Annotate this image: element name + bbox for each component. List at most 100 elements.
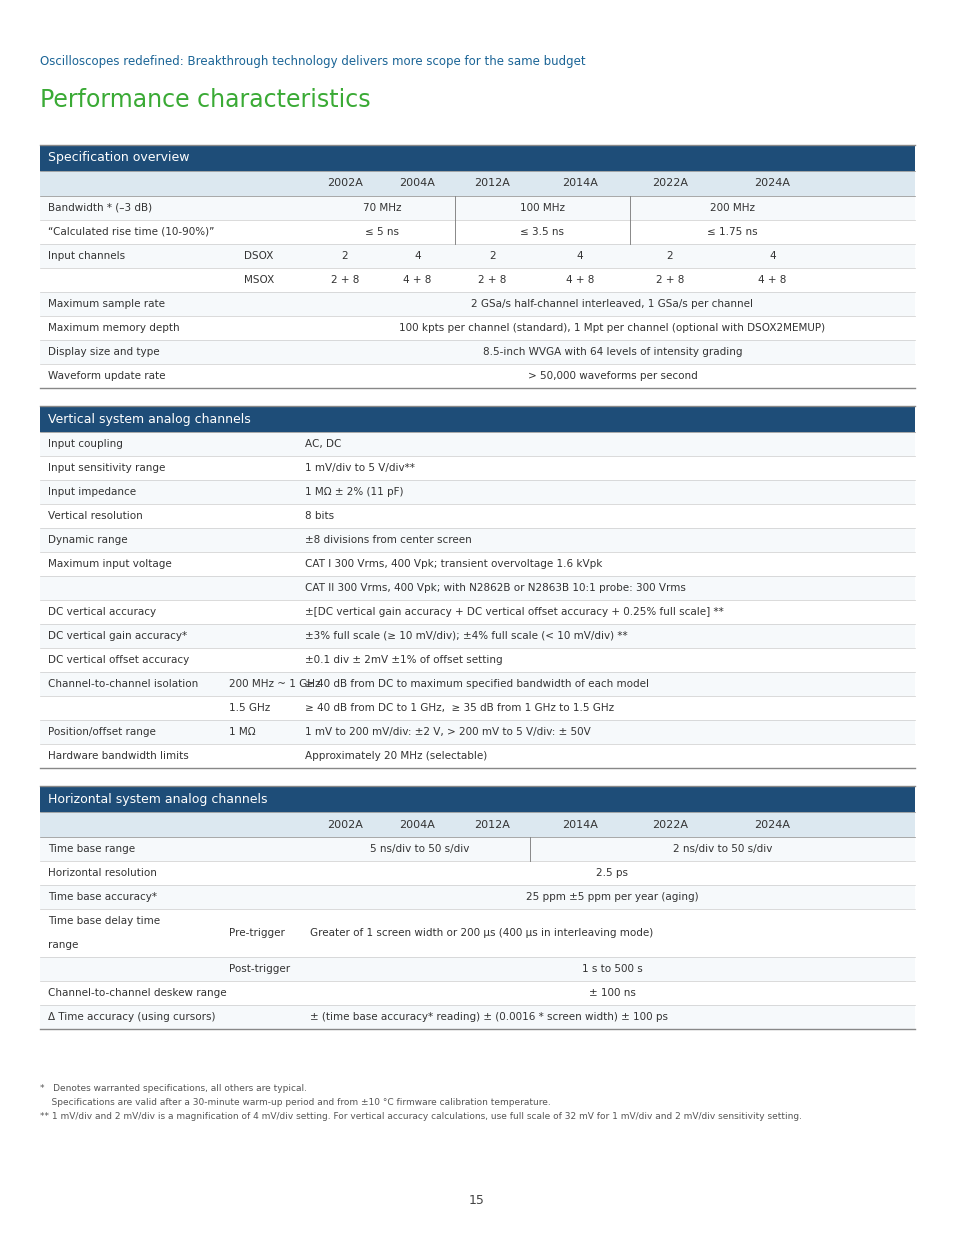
Text: AC, DC: AC, DC — [305, 438, 341, 450]
Text: DSOX: DSOX — [244, 251, 274, 261]
Text: 200 MHz ~ 1 GHz: 200 MHz ~ 1 GHz — [229, 679, 320, 689]
Text: ± 100 ns: ± 100 ns — [588, 988, 636, 998]
Text: ±0.1 div ± 2mV ±1% of offset setting: ±0.1 div ± 2mV ±1% of offset setting — [305, 655, 502, 664]
Text: 1.5 GHz: 1.5 GHz — [229, 703, 270, 713]
Text: 2022A: 2022A — [651, 179, 687, 189]
Text: 200 MHz: 200 MHz — [709, 203, 754, 212]
Text: 2.5 ps: 2.5 ps — [596, 868, 628, 878]
Text: DC vertical gain accuracy*: DC vertical gain accuracy* — [48, 631, 187, 641]
Text: Pre-trigger: Pre-trigger — [229, 927, 285, 939]
Bar — [40, 743, 914, 768]
Text: Input sensitivity range: Input sensitivity range — [48, 463, 165, 473]
Text: ± (time base accuracy* reading) ± (0.0016 * screen width) ± 100 ps: ± (time base accuracy* reading) ± (0.001… — [310, 1011, 667, 1023]
Text: ** 1 mV/div and 2 mV/div is a magnification of 4 mV/div setting. For vertical ac: ** 1 mV/div and 2 mV/div is a magnificat… — [40, 1112, 801, 1121]
Bar — [40, 220, 914, 245]
Text: 100 kpts per channel (standard), 1 Mpt per channel (optional with DSOX2MEMUP): 100 kpts per channel (standard), 1 Mpt p… — [399, 324, 824, 333]
Text: > 50,000 waveforms per second: > 50,000 waveforms per second — [527, 370, 697, 382]
Text: CAT I 300 Vrms, 400 Vpk; transient overvoltage 1.6 kVpk: CAT I 300 Vrms, 400 Vpk; transient overv… — [305, 559, 601, 569]
Text: range: range — [48, 940, 78, 950]
Bar — [40, 957, 914, 981]
Bar — [40, 170, 914, 196]
Bar — [40, 1005, 914, 1029]
Text: 4: 4 — [414, 251, 420, 261]
Text: Post-trigger: Post-trigger — [229, 965, 290, 974]
Bar — [40, 885, 914, 909]
Text: Approximately 20 MHz (selectable): Approximately 20 MHz (selectable) — [305, 751, 487, 761]
Text: 25 ppm ±5 ppm per year (aging): 25 ppm ±5 ppm per year (aging) — [526, 892, 699, 902]
Bar — [40, 406, 914, 432]
Text: Time base delay time: Time base delay time — [48, 916, 160, 926]
Text: Oscilloscopes redefined: Breakthrough technology delivers more scope for the sam: Oscilloscopes redefined: Breakthrough te… — [40, 56, 585, 68]
Bar — [40, 504, 914, 529]
Bar — [40, 697, 914, 720]
Text: Performance characteristics: Performance characteristics — [40, 88, 370, 112]
Bar — [40, 480, 914, 504]
Text: 2022A: 2022A — [651, 820, 687, 830]
Text: 1 s to 500 s: 1 s to 500 s — [581, 965, 642, 974]
Bar — [40, 432, 914, 456]
Text: 2: 2 — [341, 251, 348, 261]
Text: 15: 15 — [469, 1193, 484, 1207]
Text: Input impedance: Input impedance — [48, 487, 136, 496]
Bar — [40, 672, 914, 697]
Bar — [40, 529, 914, 552]
Text: 1 mV to 200 mV/div: ±2 V, > 200 mV to 5 V/div: ± 50V: 1 mV to 200 mV/div: ±2 V, > 200 mV to 5 … — [305, 727, 590, 737]
Text: 2 ns/div to 50 s/div: 2 ns/div to 50 s/div — [672, 844, 771, 853]
Bar — [40, 600, 914, 624]
Text: 2002A: 2002A — [327, 179, 362, 189]
Text: Position/offset range: Position/offset range — [48, 727, 155, 737]
Text: 8.5-inch WVGA with 64 levels of intensity grading: 8.5-inch WVGA with 64 levels of intensit… — [482, 347, 741, 357]
Text: 100 MHz: 100 MHz — [519, 203, 564, 212]
Bar — [40, 144, 914, 170]
Text: 2024A: 2024A — [754, 179, 790, 189]
Bar — [40, 648, 914, 672]
Text: 2 + 8: 2 + 8 — [477, 275, 506, 285]
Text: 1 MΩ: 1 MΩ — [229, 727, 255, 737]
Text: Bandwidth * (–3 dB): Bandwidth * (–3 dB) — [48, 203, 152, 212]
Bar — [40, 456, 914, 480]
Text: 4: 4 — [768, 251, 775, 261]
Text: Δ Time accuracy (using cursors): Δ Time accuracy (using cursors) — [48, 1011, 215, 1023]
Text: ≥ 40 dB from DC to 1 GHz,  ≥ 35 dB from 1 GHz to 1.5 GHz: ≥ 40 dB from DC to 1 GHz, ≥ 35 dB from 1… — [305, 703, 614, 713]
Text: Dynamic range: Dynamic range — [48, 535, 128, 545]
Text: 2004A: 2004A — [399, 179, 435, 189]
Text: Maximum sample rate: Maximum sample rate — [48, 299, 165, 309]
Text: ≤ 3.5 ns: ≤ 3.5 ns — [520, 227, 564, 237]
Text: 2: 2 — [489, 251, 496, 261]
Text: 2014A: 2014A — [561, 820, 598, 830]
Text: 2004A: 2004A — [399, 820, 435, 830]
Text: Vertical resolution: Vertical resolution — [48, 511, 143, 521]
Text: MSOX: MSOX — [244, 275, 274, 285]
Text: 2 + 8: 2 + 8 — [331, 275, 359, 285]
Text: ≤ 5 ns: ≤ 5 ns — [365, 227, 399, 237]
Bar — [40, 196, 914, 220]
Text: 2: 2 — [666, 251, 673, 261]
Bar — [40, 909, 914, 957]
Text: ≤ 1.75 ns: ≤ 1.75 ns — [706, 227, 757, 237]
Text: *   Denotes warranted specifications, all others are typical.: * Denotes warranted specifications, all … — [40, 1084, 307, 1093]
Text: Waveform update rate: Waveform update rate — [48, 370, 165, 382]
Text: 4 + 8: 4 + 8 — [565, 275, 594, 285]
Text: ±[DC vertical gain accuracy + DC vertical offset accuracy + 0.25% full scale] **: ±[DC vertical gain accuracy + DC vertica… — [305, 606, 723, 618]
Bar — [40, 861, 914, 885]
Text: Maximum memory depth: Maximum memory depth — [48, 324, 179, 333]
Text: 2002A: 2002A — [327, 820, 362, 830]
Text: Maximum input voltage: Maximum input voltage — [48, 559, 172, 569]
Bar — [40, 245, 914, 268]
Text: Specifications are valid after a 30-minute warm-up period and from ±10 °C firmwa: Specifications are valid after a 30-minu… — [40, 1098, 550, 1107]
Text: Hardware bandwidth limits: Hardware bandwidth limits — [48, 751, 189, 761]
Text: 4 + 8: 4 + 8 — [403, 275, 432, 285]
Bar — [40, 316, 914, 340]
Text: Horizontal resolution: Horizontal resolution — [48, 868, 156, 878]
Text: 4 + 8: 4 + 8 — [758, 275, 786, 285]
Text: 2012A: 2012A — [474, 820, 510, 830]
Text: ≥ 40 dB from DC to maximum specified bandwidth of each model: ≥ 40 dB from DC to maximum specified ban… — [305, 679, 648, 689]
Text: ±8 divisions from center screen: ±8 divisions from center screen — [305, 535, 471, 545]
Text: 2 GSa/s half-channel interleaved, 1 GSa/s per channel: 2 GSa/s half-channel interleaved, 1 GSa/… — [471, 299, 753, 309]
Text: 70 MHz: 70 MHz — [363, 203, 401, 212]
Text: Input coupling: Input coupling — [48, 438, 123, 450]
Bar — [40, 291, 914, 316]
Bar — [40, 268, 914, 291]
Text: Vertical system analog channels: Vertical system analog channels — [48, 412, 251, 426]
Text: 1 MΩ ± 2% (11 pF): 1 MΩ ± 2% (11 pF) — [305, 487, 403, 496]
